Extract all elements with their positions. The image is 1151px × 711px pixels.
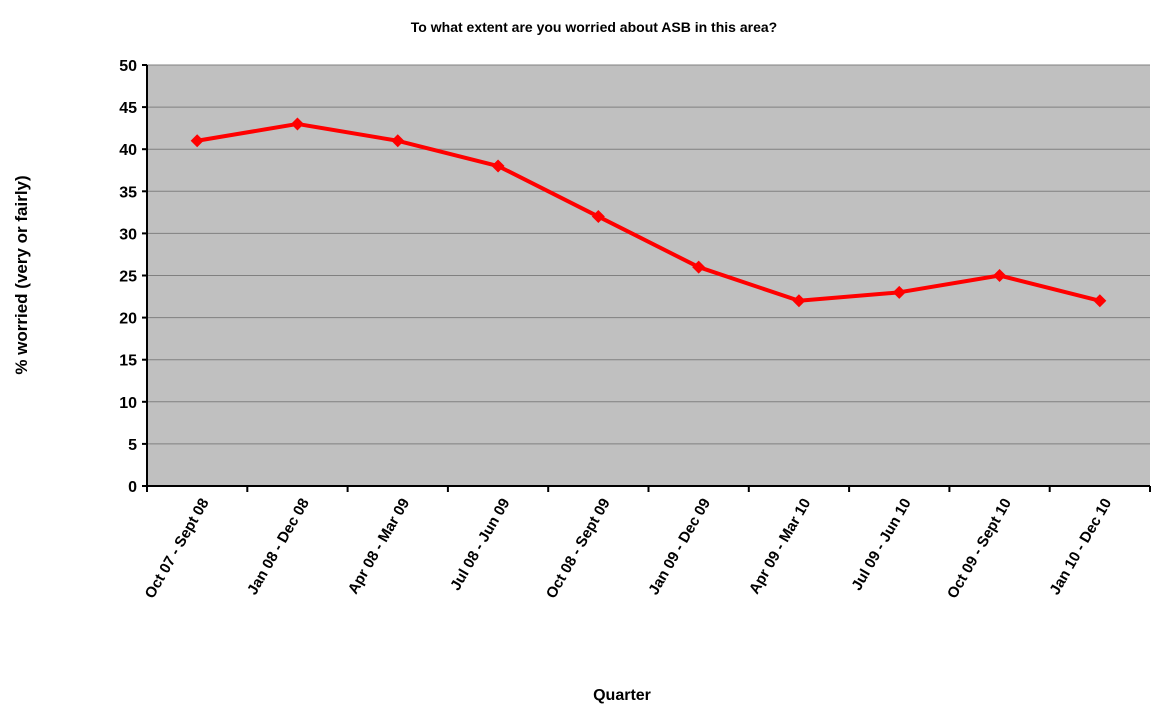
data-point-marker (190, 134, 204, 148)
y-tick-label: 20 (119, 311, 137, 328)
x-tick-label: Jul 08 - Jun 09 (447, 496, 513, 594)
y-tick-label: 15 (119, 353, 137, 370)
y-tick-label: 50 (119, 58, 137, 75)
x-tick-label: Apr 08 - Mar 09 (345, 496, 413, 598)
x-tick-label: Jan 10 - Dec 10 (1046, 496, 1115, 598)
data-point-marker (491, 159, 505, 173)
data-point-marker (591, 210, 605, 224)
x-axis-label: Quarter (593, 687, 651, 704)
x-tick-label: Oct 07 - Sept 08 (142, 496, 213, 602)
y-axis-label: % worried (very or fairly) (12, 175, 31, 374)
y-tick-label: 10 (119, 395, 137, 412)
data-point-marker (792, 294, 806, 308)
data-point-marker (1093, 294, 1107, 308)
series-line (195, 121, 1102, 303)
data-point-marker (692, 260, 706, 274)
x-tick-label: Jan 09 - Dec 09 (645, 496, 714, 598)
x-tick-label: Jul 09 - Jun 10 (848, 496, 914, 594)
y-tick-label: 25 (119, 269, 137, 286)
x-tick-label: Apr 09 - Mar 10 (746, 496, 814, 598)
x-tick-label: Jan 08 - Dec 08 (244, 496, 313, 598)
x-tick-label: Oct 08 - Sept 09 (543, 496, 614, 602)
data-point-marker (290, 117, 304, 131)
chart-title: To what extent are you worried about ASB… (411, 19, 777, 35)
data-point-marker (993, 269, 1007, 282)
y-tick-label: 45 (119, 100, 137, 117)
y-tick-label: 35 (119, 184, 137, 201)
y-tick-label: 30 (119, 226, 137, 243)
y-tick-label: 5 (128, 437, 137, 454)
plot-area: 0 5 10 15 20 25 30 35 40 45 50 Oct 07 - Sept 08 Jan … (119, 58, 1151, 602)
y-tick-label: 40 (119, 142, 137, 159)
y-tick-label: 0 (128, 479, 137, 496)
data-point-marker (892, 285, 906, 299)
x-tick-label: Oct 09 - Sept 10 (944, 496, 1015, 602)
data-point-marker (391, 134, 405, 148)
